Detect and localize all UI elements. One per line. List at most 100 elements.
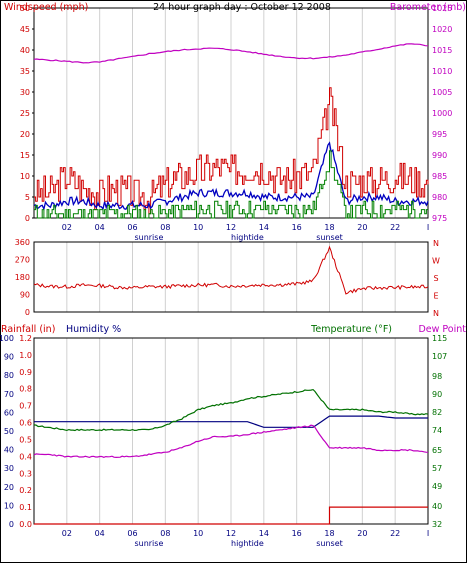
humidity-tick: 70 <box>4 390 14 399</box>
x-tick-end: I <box>427 223 429 232</box>
wind-direction-series <box>33 245 429 295</box>
rain-tick: 0.6 <box>19 419 32 428</box>
temp-tick: 82 <box>432 408 442 417</box>
y-right-tick: 975 <box>432 214 447 223</box>
y-left-tick: 25 <box>20 109 30 118</box>
y-left-tick: 20 <box>20 130 30 139</box>
x-tick-label: 06 <box>127 223 137 232</box>
gust-series <box>34 87 429 215</box>
event-label: sunset <box>316 539 343 548</box>
y-right-tick: 980 <box>432 193 447 202</box>
temp-tick: 74 <box>432 426 442 435</box>
temp-tick: 107 <box>432 352 447 361</box>
temperature-series <box>33 388 429 432</box>
x-tick-label: 16 <box>292 223 302 232</box>
y-right-tick: 1010 <box>432 67 452 76</box>
y-left-tick: 40 <box>20 46 30 55</box>
temp-tick: 57 <box>432 464 442 473</box>
rain-tick: 0.2 <box>19 486 32 495</box>
event-label: hightide <box>231 539 264 548</box>
humidity-tick: 60 <box>4 408 14 417</box>
dir-compass-label: S <box>433 274 438 283</box>
temp-tick: 49 <box>432 482 442 491</box>
dir-tick: 0 <box>25 308 30 317</box>
plot-border <box>33 241 429 313</box>
x-tick-label: 20 <box>357 223 367 232</box>
rain-tick: 0.9 <box>19 368 32 377</box>
humidity-tick: 20 <box>4 483 14 492</box>
humidity-tick: 80 <box>4 371 14 380</box>
y-right-tick: 990 <box>432 151 447 160</box>
rain-tick: 0.0 <box>19 520 32 529</box>
humidity-series <box>34 415 428 428</box>
humidity-tick: 0 <box>9 520 14 529</box>
chart-title: 24 hour graph day : October 12 2008 <box>153 2 331 13</box>
x-tick-label: 06 <box>127 529 137 538</box>
avg-wind-series <box>33 141 429 211</box>
humidity-tick: 100 <box>0 334 14 343</box>
y-left-tick: 15 <box>20 151 30 160</box>
rain-tick: 0.5 <box>19 435 32 444</box>
rain-tick: 0.4 <box>19 452 32 461</box>
x-tick-label: 22 <box>390 223 400 232</box>
dir-tick: 270 <box>15 256 30 265</box>
x-tick-label: 02 <box>62 223 72 232</box>
event-label: hightide <box>231 233 264 242</box>
y-left-tick: 45 <box>20 25 30 34</box>
temp-tick: 90 <box>432 390 442 399</box>
dir-compass-label: N <box>433 239 439 248</box>
rain-tick: 1.0 <box>19 351 32 360</box>
low-wind-series <box>34 150 428 219</box>
x-tick-label: 08 <box>160 529 170 538</box>
humidity-tick: 40 <box>4 446 14 455</box>
y-right-tick: 1005 <box>432 88 452 97</box>
x-tick-label: 04 <box>95 223 105 232</box>
barometer-series <box>33 43 429 64</box>
x-tick-end: I <box>427 529 429 538</box>
temp-tick: 32 <box>432 520 442 529</box>
y-left-label: Windspeed (mph) <box>4 2 88 13</box>
temp-axis-label: Temperature (°F) <box>310 324 392 335</box>
dir-tick: 360 <box>15 238 30 247</box>
y-left-tick: 0 <box>25 214 30 223</box>
x-tick-label: 22 <box>390 529 400 538</box>
x-tick-label: 12 <box>226 223 236 232</box>
x-tick-label: 14 <box>259 223 269 232</box>
humidity-tick: 10 <box>4 501 14 510</box>
temp-tick: 98 <box>432 372 442 381</box>
temp-tick: 65 <box>432 446 442 455</box>
dir-compass-label: W <box>432 257 440 266</box>
x-tick-label: 08 <box>160 223 170 232</box>
dir-compass-label: N <box>433 309 439 318</box>
rain-tick: 0.8 <box>19 385 32 394</box>
dewpoint-axis-label: Dew Point <box>418 324 466 335</box>
dir-compass-label: E <box>433 292 438 301</box>
humidity-tick: 90 <box>4 353 14 362</box>
rain-tick: 0.1 <box>19 503 32 512</box>
x-tick-label: 18 <box>324 529 334 538</box>
event-label: sunset <box>316 233 343 242</box>
rain-tick: 1.2 <box>19 334 32 343</box>
rain-axis-label: Rainfall (in) <box>1 324 55 335</box>
x-tick-label: 02 <box>62 529 72 538</box>
x-tick-label: 12 <box>226 529 236 538</box>
humidity-tick: 30 <box>4 464 14 473</box>
temp-tick: 40 <box>432 502 442 511</box>
event-label: sunrise <box>134 233 163 242</box>
temp-tick: 115 <box>432 334 447 343</box>
x-tick-label: 10 <box>193 529 203 538</box>
x-tick-label: 10 <box>193 223 203 232</box>
y-right-tick: 995 <box>432 130 447 139</box>
y-right-label: Barometer (mb) <box>390 2 466 13</box>
x-tick-label: 18 <box>324 223 334 232</box>
y-right-tick: 985 <box>432 172 447 181</box>
rain-tick: 0.7 <box>19 402 32 411</box>
y-left-tick: 50 <box>20 4 30 13</box>
dewpoint-series <box>33 424 429 459</box>
rain-tick: 0.3 <box>19 469 32 478</box>
humidity-tick: 50 <box>4 427 14 436</box>
y-left-tick: 10 <box>20 172 30 181</box>
y-right-tick: 1025 <box>432 4 452 13</box>
dir-tick: 90 <box>20 291 30 300</box>
